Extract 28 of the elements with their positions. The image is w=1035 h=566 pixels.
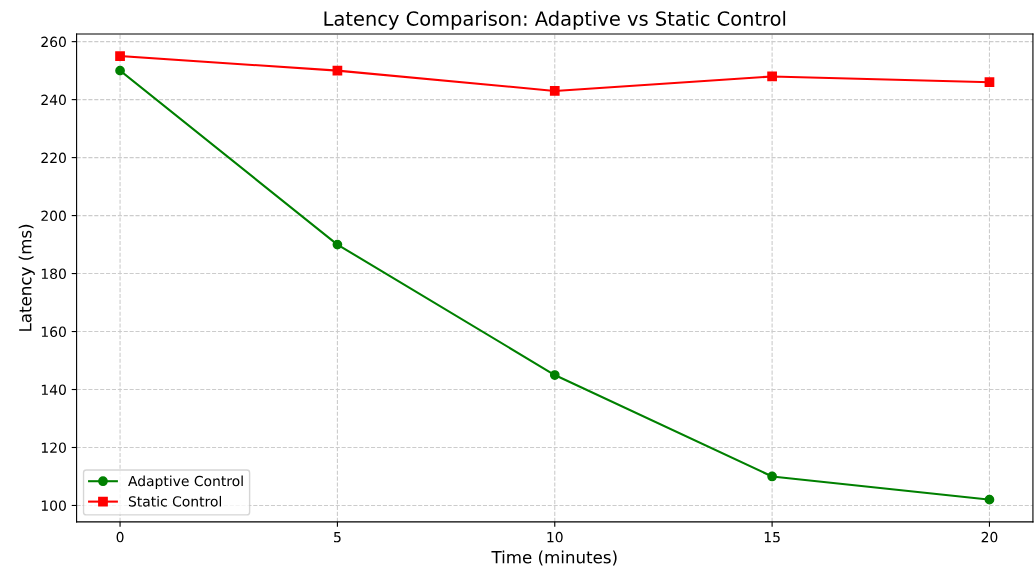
legend-label: Static Control — [128, 495, 221, 507]
y-tick-label: 100 — [41, 500, 66, 511]
legend-label: Adaptive Control — [128, 475, 243, 489]
y-tick-label: 240 — [41, 94, 66, 106]
point — [984, 494, 995, 505]
point — [549, 370, 560, 380]
x-tick-label: 15 — [764, 532, 780, 543]
x-tick-label: 20 — [981, 531, 998, 543]
point — [115, 65, 125, 76]
x-axis-title: Time (minutes) — [491, 550, 617, 566]
y-tick-label: 200 — [41, 210, 66, 222]
x-tick-label: 5 — [334, 532, 341, 543]
y-tick-label: 180 — [41, 268, 66, 280]
point — [767, 71, 777, 82]
y-tick-label: 260 — [41, 36, 66, 48]
y-axis-title: Latency (ms) — [18, 224, 35, 331]
y-tick-label: 120 — [41, 442, 66, 453]
x-tick-label: 10 — [547, 531, 563, 543]
point — [115, 51, 125, 61]
y-tick-label: 220 — [41, 152, 66, 164]
y-tick-label: 140 — [41, 384, 66, 395]
point — [984, 77, 995, 88]
point — [767, 471, 777, 482]
point — [332, 239, 343, 250]
chart-title: Latency Comparison: Adaptive vs Static Control — [324, 10, 786, 30]
point — [549, 86, 560, 96]
x-tick-label: 0 — [116, 531, 124, 543]
y-tick-label: 160 — [41, 326, 66, 338]
